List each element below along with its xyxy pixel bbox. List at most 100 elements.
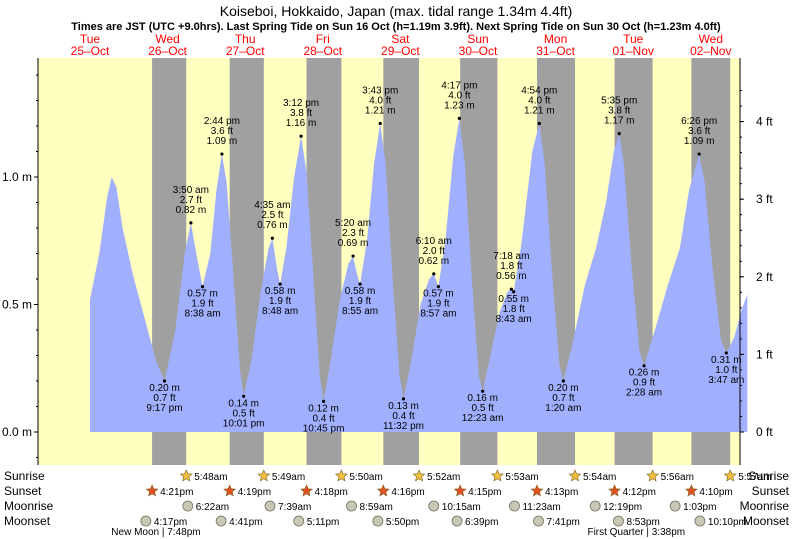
day-date-label: 29–Oct [381,44,420,58]
extreme-label: 0.14 m [228,398,259,409]
extreme-label: 0.56 m [496,271,527,282]
day-date-label: 28–Oct [303,44,342,58]
day-date-label: 25–Oct [71,44,110,58]
sun-icon [646,469,660,482]
day-date-label: 31–Oct [536,44,575,58]
day-date-label: 02–Nov [690,44,731,58]
sun-moon-time: 5:50pm [386,517,419,528]
extreme-label: 3:12 pm [283,98,319,109]
tide-height-area [90,118,748,433]
extreme-label: 2:44 pm [204,116,240,127]
extreme-label: 0.20 m [548,383,579,394]
row-label-right: Sunrise [748,469,789,483]
extreme-label: 0.4 ft [312,413,334,424]
moon-icon [669,500,681,512]
sun-moon-time: 4:12pm [623,487,656,498]
chart-title: Koiseboi, Hokkaido, Japan (max. tidal ra… [220,3,573,19]
day-weekday-label: Wed [155,32,179,46]
sun-moon-time: 8:53pm [626,517,659,528]
extreme-label: 4.0 ft [528,95,550,106]
extreme-point [432,272,436,276]
day-weekday-label: Wed [699,32,723,46]
moon-icon [140,515,152,527]
row-label-right: Moonrise [740,499,790,513]
moon-icon [451,515,463,527]
extreme-label: 0.58 m [265,286,296,297]
extreme-point [401,397,406,401]
sun-moon-time: 4:10pm [699,487,732,498]
axes: 0.0 m 0.5 m 1.0 m 0 ft 1 ft 2 ft 3 ft 4 ft [2,58,773,465]
extreme-label: 8:43 am [496,314,532,325]
extreme-label: 11:32 pm [383,421,424,432]
extreme-label: 1.21 m [524,105,555,116]
extreme-label: 3.8 ft [290,108,312,119]
extreme-label: 0.69 m [338,238,369,249]
moon-icon [264,500,276,512]
sun-moon-time: 4:17pm [154,517,187,528]
extreme-point [642,364,646,368]
moon-icon [589,500,601,512]
sun-icon [257,469,271,482]
extreme-label: 4.0 ft [369,95,391,106]
extreme-point [509,287,513,291]
extreme-label: 1.21 m [365,105,396,116]
extreme-label: 1.09 m [684,136,715,147]
moon-icon [509,500,520,512]
extreme-label: 1.9 ft [191,299,213,310]
sunset-icon [684,484,698,497]
sun-icon [412,469,426,482]
extreme-label: 0.58 m [345,286,376,297]
sun-moon-time: 8:59am [360,502,393,513]
y-tick-label-ft: 4 ft [756,115,773,129]
extreme-label: 0.12 m [308,403,339,414]
extreme-label: 4:17 pm [441,80,477,91]
sun-moon-time: 5:49am [272,472,305,483]
moon-icon [372,515,384,527]
extreme-label: 0.20 m [149,383,180,394]
extreme-label: 1.17 m [604,116,635,127]
y-tick-label-ft: 1 ft [756,347,773,361]
sun-moon-time: 4:41pm [229,517,262,528]
sun-moon-time: 10:10pm [708,517,747,528]
extreme-label: 3:47 am [708,375,744,386]
day-weekday-label: Sun [467,32,488,46]
extreme-label: 0.62 m [418,256,449,267]
extreme-label: 2:28 am [626,388,662,399]
extreme-label: 8:57 am [420,309,456,320]
extreme-label: 0.5 ft [472,403,494,414]
extreme-label: 5:35 pm [601,96,637,107]
extreme-label: 2.5 ft [261,210,283,221]
y-tick-label-m: 0.0 m [2,425,32,439]
sunset-icon [223,484,237,497]
extreme-label: 5:20 am [335,218,371,229]
sun-moon-time: 5:48am [194,472,227,483]
extreme-point [200,285,205,289]
day-weekday-label: Tue [80,32,101,46]
extreme-label: 0.55 m [498,294,529,305]
extreme-label: 10:01 pm [223,418,265,429]
row-label-left: Sunset [4,484,42,498]
row-label-right: Sunset [752,484,790,498]
y-tick-label-m: 1.0 m [2,170,32,184]
sun-moon-time: 4:15pm [468,487,501,498]
moon-icon [428,500,440,512]
extreme-label: 4:35 am [254,200,290,211]
extreme-label: 6:26 pm [681,116,717,127]
extreme-label: 3.8 ft [608,106,630,117]
extreme-label: 1:20 am [545,403,581,414]
extreme-label: 2.0 ft [423,246,445,257]
sun-moon-time: 7:39am [278,502,311,513]
extreme-label: 1.8 ft [500,261,522,272]
extreme-point [321,399,326,403]
extreme-label: 1.09 m [207,136,238,147]
y-tick-label-ft: 3 ft [756,192,773,206]
extreme-label: 9:17 pm [146,403,182,414]
moon-phase-label: New Moon | 7:48pm [111,527,200,538]
sunset-icon [530,484,544,497]
sunset-icon [145,484,159,497]
y-tick-label-ft: 0 ft [756,425,773,439]
extreme-label: 3:50 am [173,185,209,196]
sun-moon-time: 1:03pm [683,502,716,513]
extreme-point [278,282,282,286]
extreme-label: 6:10 am [416,236,452,247]
